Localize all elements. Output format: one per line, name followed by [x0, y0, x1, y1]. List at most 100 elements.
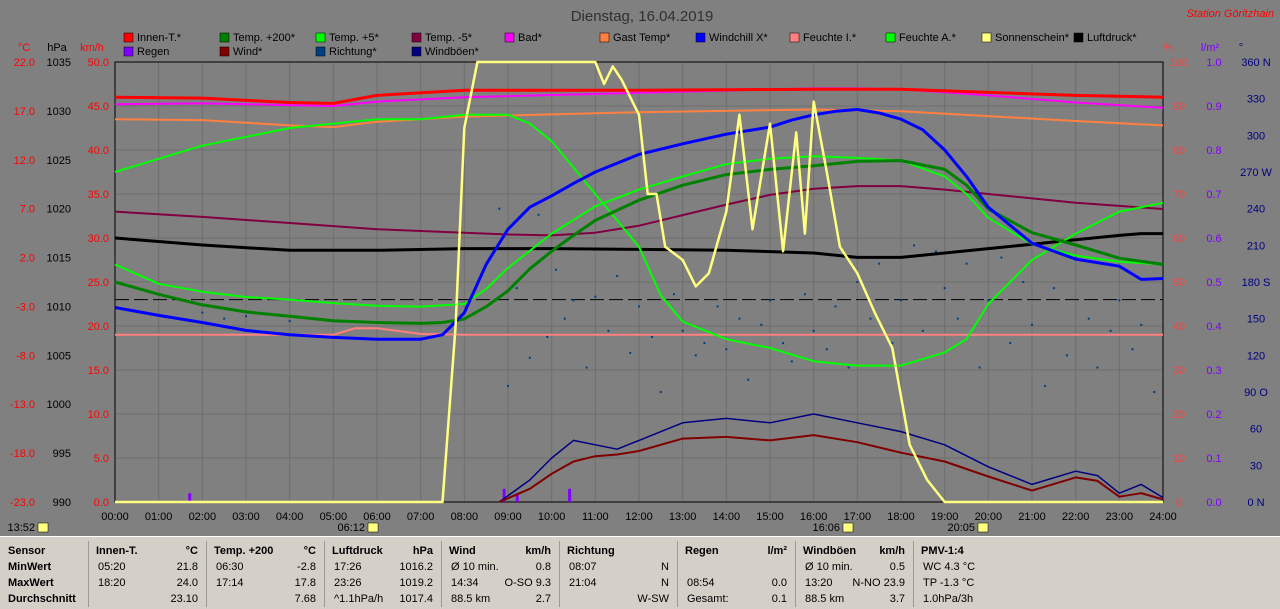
direction-point — [1140, 323, 1143, 326]
stat-label: WC 4.3 °C — [923, 561, 976, 573]
series-line-temp-5 — [114, 155, 1164, 308]
direction-point — [1052, 287, 1055, 290]
stat-label: Ø 10 min. — [805, 561, 853, 573]
stat-value: 1019.2 — [399, 577, 433, 589]
x-tick-label: 17:00 — [844, 511, 872, 523]
axis-unit-label: hPa — [47, 42, 67, 54]
direction-point — [760, 323, 763, 326]
y-tick-label: 1005 — [47, 350, 71, 362]
y-tick-label: 30 — [1173, 365, 1185, 377]
rain-bar — [502, 488, 506, 502]
stat-label: 88.5 km — [805, 593, 845, 605]
series-line-temp-200 — [114, 159, 1164, 325]
direction-point — [1022, 281, 1025, 283]
direction-point — [716, 305, 719, 308]
x-tick-label: 19:00 — [931, 511, 959, 523]
direction-point — [498, 207, 501, 210]
stats-section: Regen l/m² 08:54 0.0 Gesamt: 0.1 — [677, 541, 796, 607]
series-line-windchill-x — [114, 108, 1164, 341]
stat-value: 0.0 — [771, 577, 787, 589]
section-unit: km/h — [525, 545, 551, 557]
time-mark-label: 13:52 — [7, 522, 35, 534]
x-tick-label: 09:00 — [494, 511, 522, 523]
y-tick-label: 100 — [1170, 57, 1188, 69]
direction-point — [1065, 354, 1068, 357]
y-tick-label: 1.0 — [1206, 57, 1221, 69]
direction-point — [869, 317, 872, 320]
y-tick-label: 330 — [1247, 94, 1265, 106]
direction-point — [769, 299, 771, 302]
direction-point — [672, 293, 675, 296]
stat-value: 0.8 — [535, 561, 551, 573]
legend-swatch — [411, 46, 422, 57]
rain-bar — [515, 493, 519, 502]
y-tick-label: 20.0 — [88, 321, 109, 333]
direction-point — [956, 317, 959, 320]
stat-label: 06:30 — [216, 561, 244, 573]
time-mark-label: 16:06 — [812, 522, 840, 534]
y-tick-label: 300 — [1247, 130, 1265, 142]
y-tick-label: 45.0 — [88, 101, 109, 113]
y-tick-label: 0.3 — [1206, 365, 1221, 377]
y-tick-label: 50.0 — [88, 57, 109, 69]
stat-value: W-SW — [637, 593, 669, 605]
direction-point — [987, 299, 990, 302]
direction-point — [616, 274, 619, 277]
legend-swatch — [315, 46, 326, 57]
legend-swatch — [123, 32, 134, 43]
direction-point — [223, 317, 226, 320]
section-title: Temp. +200 — [214, 545, 274, 557]
y-tick-label: 50 — [1173, 277, 1185, 289]
stat-value: O-SO 9.3 — [504, 577, 551, 589]
section-title: Windböen — [803, 545, 857, 557]
time-mark-icon — [842, 522, 854, 533]
direction-point — [943, 287, 946, 290]
y-tick-label: 0.2 — [1206, 409, 1221, 421]
y-tick-label: 0.6 — [1206, 233, 1221, 245]
x-tick-label: 10:00 — [538, 511, 566, 523]
time-mark-icon — [37, 522, 49, 533]
direction-point — [1096, 366, 1099, 369]
x-tick-label: 07:00 — [407, 511, 435, 523]
legend-swatch — [789, 32, 800, 43]
legend-swatch — [219, 46, 230, 57]
y-tick-label: 10 — [1173, 453, 1185, 465]
y-tick-label: 995 — [53, 448, 71, 460]
legend-label: Temp. -5* — [425, 32, 473, 44]
direction-point — [563, 317, 566, 320]
direction-point — [703, 342, 706, 345]
direction-point — [694, 354, 697, 357]
stat-label: 08:07 — [569, 561, 597, 573]
section-unit: hPa — [412, 545, 433, 557]
stats-panel: Sensor MinWert MaxWert Durchschnitt Inne… — [0, 536, 1280, 609]
y-tick-label: 40 — [1173, 321, 1185, 333]
stat-label: 1.0hPa/3h — [923, 593, 974, 605]
x-tick-label: 23:00 — [1106, 511, 1134, 523]
series-line-temp-5 — [114, 185, 1164, 237]
y-tick-label: 90 O — [1244, 387, 1268, 399]
direction-point — [782, 342, 785, 345]
direction-point — [1000, 256, 1003, 259]
direction-point — [891, 342, 894, 345]
y-tick-label: 1020 — [47, 204, 71, 216]
y-tick-label: 70 — [1173, 189, 1185, 201]
x-tick-label: 06:00 — [363, 511, 391, 523]
legend-label: Temp. +5* — [329, 32, 380, 44]
y-tick-label: 60 — [1173, 233, 1185, 245]
direction-point — [803, 293, 806, 296]
direction-point — [201, 311, 204, 314]
y-tick-label: 0.7 — [1206, 189, 1221, 201]
legend-label: Temp. +200* — [233, 32, 296, 44]
direction-point — [638, 305, 640, 308]
stat-value: N — [661, 561, 669, 573]
section-title: Luftdruck — [332, 545, 383, 557]
stat-value: 24.0 — [176, 577, 198, 589]
legend-label: Richtung* — [329, 46, 377, 58]
axis-unit-label: l/m² — [1201, 42, 1220, 54]
direction-point — [1131, 348, 1134, 351]
stat-value: 1017.4 — [399, 593, 433, 605]
stat-value: 7.68 — [294, 593, 316, 605]
y-tick-label: 0.4 — [1206, 321, 1221, 333]
x-tick-label: 00:00 — [101, 511, 129, 523]
x-tick-label: 08:00 — [451, 511, 479, 523]
